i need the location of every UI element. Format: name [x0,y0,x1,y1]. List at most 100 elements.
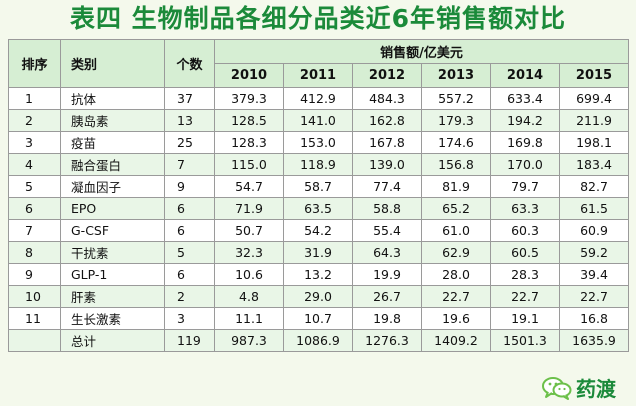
sales-cell: 141.0 [283,109,353,132]
sales-cell: 50.7 [214,219,284,242]
sales-cell: 61.5 [558,197,630,220]
sales-cell: 139.0 [352,153,422,176]
rank-cell: 11 [8,307,61,330]
sales-cell: 379.3 [214,87,284,110]
category-cell: 干扰素 [60,241,165,264]
sales-cell: 1635.9 [558,329,630,352]
sales-cell: 1276.3 [352,329,422,352]
table-row: 7 G-CSF 6 50.7 54.2 55.4 61.0 60.3 60.9 [8,219,630,242]
sales-cell: 39.4 [558,263,630,286]
sales-cell: 118.9 [283,153,353,176]
table-row: 2 胰岛素 13 128.5 141.0 162.8 179.3 194.2 211.9 [8,109,630,132]
rank-cell: 5 [8,175,61,198]
sales-cell: 71.9 [214,197,284,220]
sales-cell: 699.4 [558,87,630,110]
sales-cell: 211.9 [558,109,630,132]
header-count: 个数 [164,39,215,88]
sales-cell: 194.2 [490,109,560,132]
sales-cell: 58.8 [352,197,422,220]
sales-cell: 412.9 [283,87,353,110]
sales-cell: 63.3 [490,197,560,220]
sales-cell: 153.0 [283,131,353,154]
sales-cell: 59.2 [558,241,630,264]
sales-cell: 81.9 [421,175,491,198]
category-cell: 疫苗 [60,131,165,154]
category-cell: G-CSF [60,219,165,242]
rank-cell: 8 [8,241,61,264]
header-year: 2014 [490,63,560,88]
sales-cell: 16.8 [558,307,630,330]
rank-cell [8,329,61,352]
sales-cell: 82.7 [558,175,630,198]
sales-cell: 167.8 [352,131,422,154]
logo-text: 药渡 [576,377,616,401]
header-year: 2010 [214,63,284,88]
category-cell: 融合蛋白 [60,153,165,176]
category-cell: EPO [60,197,165,220]
header-year: 2015 [558,63,630,88]
sales-cell: 54.2 [283,219,353,242]
header-rank: 排序 [8,39,61,88]
table-row: 10 肝素 2 4.8 29.0 26.7 22.7 22.7 22.7 [8,285,630,308]
sales-cell: 64.3 [352,241,422,264]
sales-cell: 22.7 [558,285,630,308]
category-cell: 生长激素 [60,307,165,330]
sales-cell: 1409.2 [421,329,491,352]
sales-cell: 60.3 [490,219,560,242]
category-cell: 胰岛素 [60,109,165,132]
sales-cell: 28.3 [490,263,560,286]
sales-cell: 22.7 [490,285,560,308]
count-cell: 2 [164,285,215,308]
sales-cell: 128.3 [214,131,284,154]
sales-cell: 77.4 [352,175,422,198]
sales-cell: 65.2 [421,197,491,220]
count-cell: 6 [164,197,215,220]
sales-cell: 128.5 [214,109,284,132]
sales-cell: 32.3 [214,241,284,264]
sales-cell: 63.5 [283,197,353,220]
count-cell: 37 [164,87,215,110]
header-year: 2012 [352,63,422,88]
sales-cell: 174.6 [421,131,491,154]
header-year: 2013 [421,63,491,88]
rank-cell: 3 [8,131,61,154]
sales-cell: 28.0 [421,263,491,286]
count-cell: 5 [164,241,215,264]
table-row: 11 生长激素 3 11.1 10.7 19.8 19.6 19.1 16.8 [8,307,630,330]
table-row: 8 干扰素 5 32.3 31.9 64.3 62.9 60.5 59.2 [8,241,630,264]
sales-cell: 54.7 [214,175,284,198]
sales-cell: 55.4 [352,219,422,242]
sales-cell: 10.6 [214,263,284,286]
header-year: 2011 [283,63,353,88]
table-row: 总计 119 987.3 1086.9 1276.3 1409.2 1501.3 1635.9 [8,329,630,352]
sales-cell: 61.0 [421,219,491,242]
category-cell: 凝血因子 [60,175,165,198]
table-row: 4 融合蛋白 7 115.0 118.9 139.0 156.8 170.0 183.4 [8,153,630,176]
count-cell: 25 [164,131,215,154]
sales-cell: 1086.9 [283,329,353,352]
sales-cell: 19.6 [421,307,491,330]
rank-cell: 10 [8,285,61,308]
header-category: 类别 [60,39,165,88]
sales-cell: 156.8 [421,153,491,176]
page-title: 表四 生物制品各细分品类近6年销售额对比 [69,4,567,33]
sales-cell: 162.8 [352,109,422,132]
rank-cell: 7 [8,219,61,242]
wechat-icon [542,376,572,400]
header-row-years: 2010 2011 2012 2013 2014 2015 [9,63,630,88]
sales-cell: 13.2 [283,263,353,286]
sales-cell: 4.8 [214,285,284,308]
table-body: 1 抗体 37 379.3 412.9 484.3 557.2 633.4 699.4 2 胰岛素 1… [8,87,630,352]
sales-table: 排序 类别 个数 销售额/亿美元 2010 2011 2012 2013 201… [8,39,630,352]
sales-cell: 19.8 [352,307,422,330]
sales-cell: 62.9 [421,241,491,264]
category-cell: 总计 [60,329,165,352]
count-cell: 3 [164,307,215,330]
sales-cell: 183.4 [558,153,630,176]
category-cell: 抗体 [60,87,165,110]
sales-cell: 11.1 [214,307,284,330]
rank-cell: 2 [8,109,61,132]
sales-cell: 22.7 [421,285,491,308]
rank-cell: 4 [8,153,61,176]
header-row-top: 排序 类别 个数 销售额/亿美元 [8,39,630,88]
